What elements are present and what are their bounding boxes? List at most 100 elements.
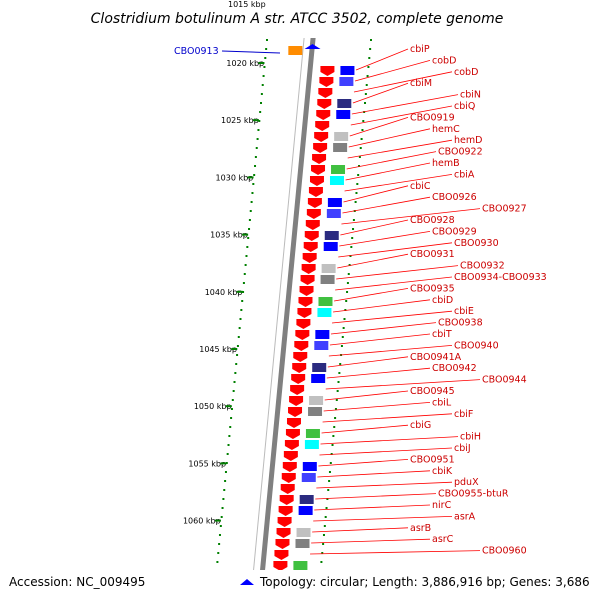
gene-label[interactable]: cbiJ xyxy=(454,443,471,454)
left-track-dot xyxy=(226,453,229,455)
right-track-dot xyxy=(361,129,364,131)
gene-label[interactable]: pduX xyxy=(454,477,479,488)
gene-label[interactable]: cbiN xyxy=(460,90,481,101)
gene-label[interactable]: cbiL xyxy=(432,397,452,408)
gene-cbo0913-arrow xyxy=(304,44,321,49)
gene-label[interactable]: CBO0960 xyxy=(482,546,527,557)
minus-strand-gene xyxy=(314,132,329,142)
gene-label[interactable]: CBO0955-btuR xyxy=(438,489,509,500)
gene-label[interactable]: CBO0932 xyxy=(460,261,505,272)
gene-label-leader xyxy=(317,470,431,478)
plus-strand-gene xyxy=(320,275,335,284)
left-track-dot xyxy=(260,93,263,95)
gene-label[interactable]: nirC xyxy=(432,500,452,511)
left-track-dot xyxy=(259,111,262,113)
left-track-dot xyxy=(237,336,240,338)
minus-strand-gene xyxy=(307,198,322,208)
right-track-dot xyxy=(368,57,371,59)
gene-label[interactable]: CBO0926 xyxy=(432,192,477,203)
gene-label[interactable]: cbiM xyxy=(410,78,432,89)
gene-label[interactable]: cbiF xyxy=(454,409,473,420)
gene-label[interactable]: CBO0929 xyxy=(432,226,477,237)
kbp-scale: 1020 kbp 1025 kbp 1030 kbp 1035 kbp 1040 kbp… xyxy=(178,59,265,583)
left-track-dot xyxy=(265,39,268,41)
right-track-dot xyxy=(331,444,334,446)
gene-label-cbo0913[interactable]: CBO0913 xyxy=(174,46,219,57)
gene-label[interactable]: cbiP xyxy=(410,44,430,55)
plus-strand-gene xyxy=(299,495,314,504)
left-track-dot xyxy=(231,399,234,401)
right-track-dot xyxy=(367,66,370,68)
plus-strand-gene xyxy=(315,330,330,339)
gene-label[interactable]: cbiH xyxy=(460,432,481,443)
gene-label-leader xyxy=(321,424,409,434)
gene-label[interactable]: cobD xyxy=(454,67,478,78)
left-track-dot xyxy=(248,219,251,221)
plus-strand-gene xyxy=(298,506,313,515)
gene-label-leader xyxy=(320,436,459,445)
gene-label[interactable]: CBO0928 xyxy=(410,215,455,226)
gene-label[interactable]: cbiD xyxy=(432,295,453,306)
left-track-dot xyxy=(240,309,243,311)
gene-label[interactable]: CBO0919 xyxy=(410,112,455,123)
gene-label[interactable]: CBO0942 xyxy=(432,363,477,374)
right-track-dot xyxy=(344,309,347,311)
gene-label[interactable]: CBO0945 xyxy=(410,386,455,397)
left-track-dot xyxy=(228,435,231,437)
gene-label[interactable]: cbiQ xyxy=(454,101,475,112)
right-track-dot xyxy=(340,345,343,347)
gene-label-leader xyxy=(310,550,481,555)
kbp-tick xyxy=(236,290,243,293)
minus-strand-gene xyxy=(312,154,327,164)
gene-label[interactable]: hemD xyxy=(454,135,482,146)
gene-label[interactable]: cbiC xyxy=(410,181,431,192)
left-track-dot xyxy=(263,66,266,68)
gene-label[interactable]: hemC xyxy=(432,124,460,135)
gene-label[interactable]: hemB xyxy=(432,158,460,169)
right-track-dot xyxy=(359,147,362,149)
right-track-dot xyxy=(341,336,344,338)
gene-label[interactable]: asrA xyxy=(454,511,476,522)
minus-strand-gene xyxy=(282,462,297,472)
right-track-dot xyxy=(352,219,355,221)
left-track-dot xyxy=(239,318,242,320)
gene-label[interactable]: cobD xyxy=(432,55,456,66)
gene-label[interactable]: cbiG xyxy=(410,420,431,431)
left-track-dot xyxy=(227,444,230,446)
gene-label-leader xyxy=(327,356,409,368)
plus-strand-gene xyxy=(336,110,351,119)
gene-label[interactable]: CBO0931 xyxy=(410,249,455,260)
gene-label[interactable]: CBO0930 xyxy=(454,238,499,249)
kbp-tick xyxy=(252,119,259,122)
gene-label-leader xyxy=(319,447,453,456)
gene-label[interactable]: CBO0951 xyxy=(410,454,455,465)
kbp-label: 1030 kbp xyxy=(216,173,254,182)
plus-strand-gene xyxy=(302,462,317,471)
gene-label[interactable]: CBO0944 xyxy=(482,375,527,386)
minus-strand-gene xyxy=(290,385,305,395)
gene-label[interactable]: CBO0927 xyxy=(482,204,527,215)
gene-label[interactable]: CBO0941A xyxy=(410,352,462,363)
minus-strand-gene xyxy=(302,253,317,263)
kbp-tick xyxy=(258,62,265,64)
minus-strand-gene xyxy=(293,352,308,362)
gene-label[interactable]: cbiT xyxy=(432,329,452,340)
gene-label[interactable]: asrB xyxy=(410,523,431,534)
right-track-dot xyxy=(358,156,361,158)
right-track-dot xyxy=(327,489,330,491)
right-track-dot xyxy=(320,561,323,563)
backbone-line xyxy=(257,29,317,600)
gene-label[interactable]: cbiA xyxy=(454,169,475,180)
kbp-label: 1045 kbp xyxy=(199,345,237,354)
gene-label[interactable]: cbiE xyxy=(454,306,474,317)
gene-label-leader xyxy=(314,504,431,511)
gene-label[interactable]: CBO0940 xyxy=(454,340,499,351)
gene-label[interactable]: CBO0938 xyxy=(438,318,483,329)
gene-label[interactable]: asrC xyxy=(432,534,454,545)
gene-label[interactable]: CBO0934-CBO0933 xyxy=(454,272,547,283)
right-track-dot xyxy=(334,408,337,410)
gene-label[interactable]: CBO0935 xyxy=(410,283,455,294)
left-track-dot xyxy=(258,120,261,122)
gene-label[interactable]: CBO0922 xyxy=(438,147,483,158)
gene-label[interactable]: cbiK xyxy=(432,466,453,477)
